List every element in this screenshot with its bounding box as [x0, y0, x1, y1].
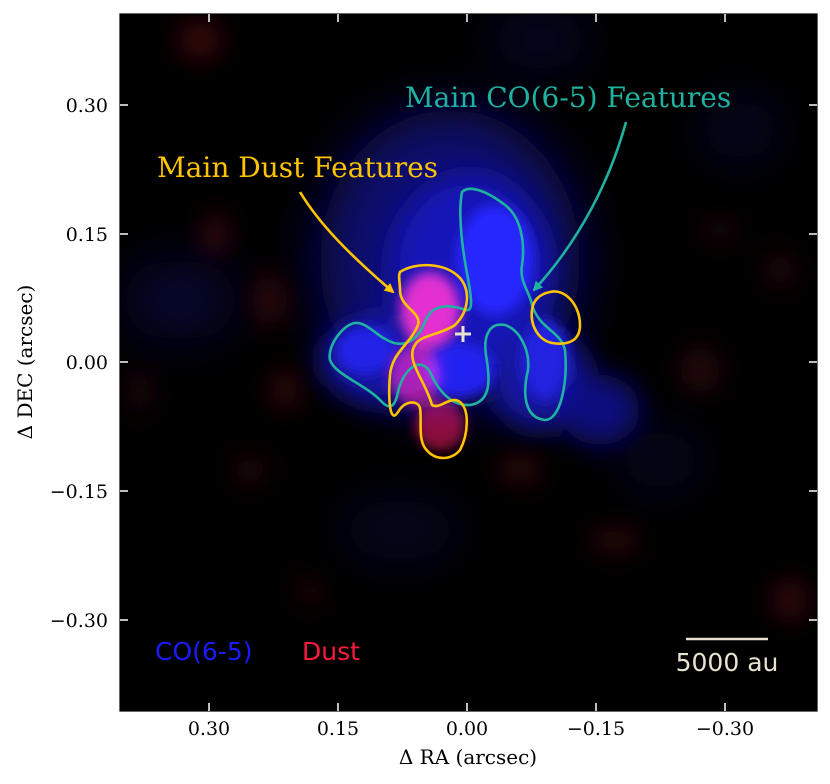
- emission-map: [120, 14, 817, 711]
- x-tick-label: 0.30: [188, 718, 230, 740]
- dust-contour: [387, 263, 469, 460]
- scale-bar-label: 5000 au: [676, 648, 779, 677]
- x-tick-label: 0.00: [446, 718, 488, 740]
- y-tick-labels: 0.30 0.15 0.00 −0.15 −0.30: [50, 95, 108, 632]
- legend-co-label: CO(6-5): [155, 637, 252, 666]
- tick-marks: [120, 14, 817, 711]
- dust-annotation-label: Main Dust Features: [157, 151, 438, 184]
- y-tick-label: −0.15: [50, 481, 108, 503]
- x-tick-label: −0.30: [696, 718, 754, 740]
- center-cross-icon: [455, 326, 471, 342]
- y-axis-title: Δ DEC (arcsec): [13, 285, 37, 440]
- x-tick-label: 0.15: [317, 718, 359, 740]
- y-tick-label: −0.30: [50, 610, 108, 632]
- legend-dust-label: Dust: [302, 637, 360, 666]
- y-tick-label: 0.30: [66, 95, 108, 117]
- co-contour-small: [530, 290, 582, 345]
- x-tick-labels: 0.30 0.15 0.00 −0.15 −0.30: [188, 718, 754, 740]
- x-axis-title: Δ RA (arcsec): [399, 745, 537, 769]
- y-tick-label: 0.15: [66, 224, 108, 246]
- x-tick-label: −0.15: [567, 718, 625, 740]
- y-tick-label: 0.00: [66, 352, 108, 374]
- co-annotation-label: Main CO(6-5) Features: [405, 81, 731, 114]
- dust-annotation-arrow: [298, 191, 395, 294]
- co-annotation-arrow: [532, 121, 628, 292]
